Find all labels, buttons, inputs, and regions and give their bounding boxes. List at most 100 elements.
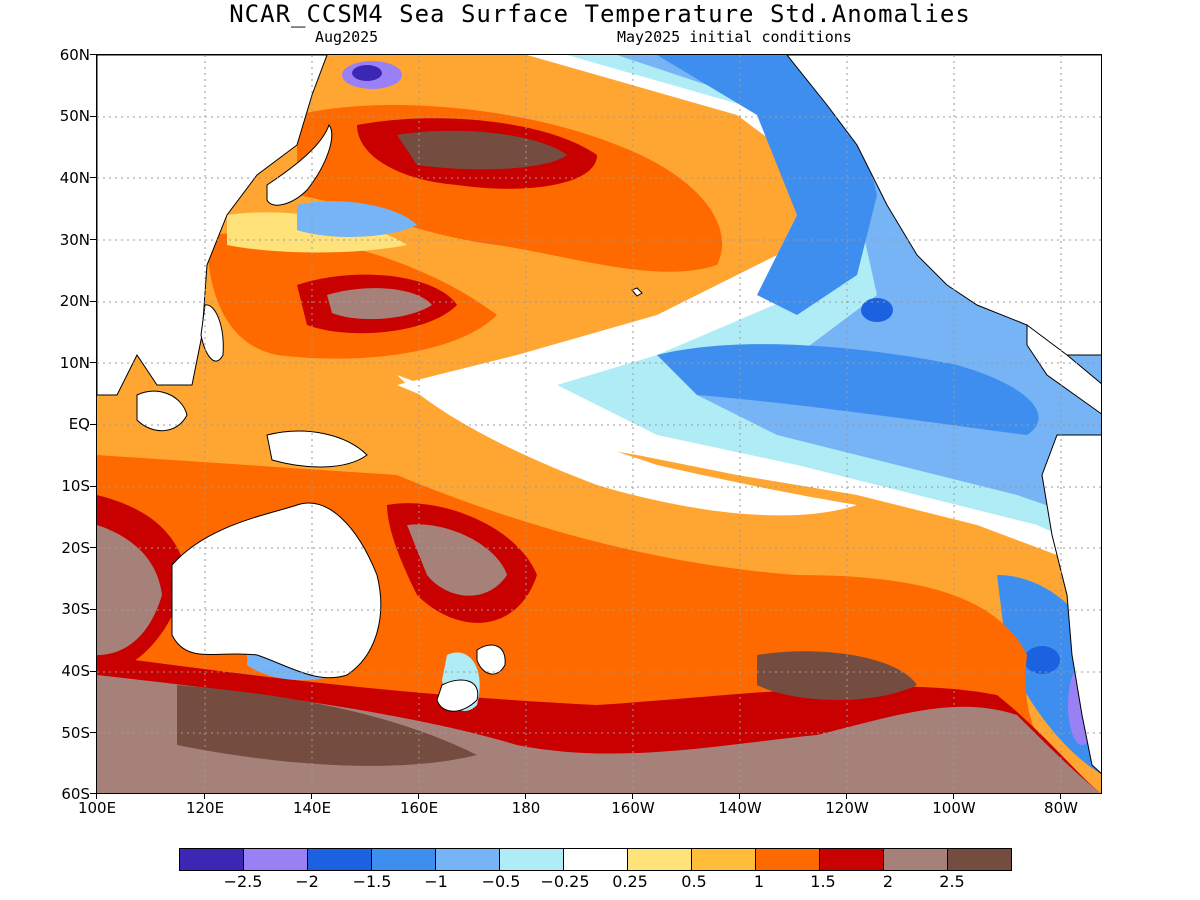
lon-tick xyxy=(739,794,740,799)
lon-tick xyxy=(311,794,312,799)
hottest-spot-south-central xyxy=(757,651,917,700)
colorbar-swatch xyxy=(628,849,692,870)
lat-tick xyxy=(90,177,96,178)
south-america-land xyxy=(1041,434,1101,774)
colorbar-label: −0.25 xyxy=(540,872,590,891)
colorbar-label: −1.5 xyxy=(352,872,392,891)
philippines-land xyxy=(200,304,224,362)
new-guinea-land xyxy=(266,430,368,468)
lon-label-100w: 100W xyxy=(932,799,976,817)
strong-cool-spot-east xyxy=(861,298,893,322)
lat-tick xyxy=(90,547,96,548)
lat-tick xyxy=(90,486,96,487)
asia-land xyxy=(97,55,328,396)
lon-label-180: 180 xyxy=(511,799,541,817)
lat-tick xyxy=(90,54,96,55)
forecast-month: Aug2025 xyxy=(315,28,379,46)
colorbar-swatch xyxy=(372,849,436,870)
borneo-land xyxy=(136,390,188,432)
lon-tick xyxy=(204,794,205,799)
very-warm-north-pacific xyxy=(397,130,567,170)
japan-land xyxy=(266,123,333,206)
lat-tick xyxy=(90,609,96,610)
lon-tick xyxy=(418,794,419,799)
lat-label-30n: 30N xyxy=(59,231,90,249)
lat-label-40n: 40N xyxy=(59,169,90,187)
lon-label-80w: 80W xyxy=(1044,799,1078,817)
australia-land xyxy=(171,502,382,679)
lon-label-120w: 120W xyxy=(825,799,869,817)
new-zealand-north-land xyxy=(476,644,506,675)
hawaii-land xyxy=(631,287,643,297)
very-warm-indian-ocean xyxy=(97,525,162,655)
colorbar-swatch xyxy=(820,849,884,870)
colorbar-label: 0.25 xyxy=(612,872,648,891)
colorbar-label: 1.5 xyxy=(810,872,836,891)
colorbar-swatch xyxy=(884,849,948,870)
coolest-core-north xyxy=(352,65,382,81)
lat-label-20n: 20N xyxy=(59,292,90,310)
anomaly-map-svg xyxy=(97,55,1101,793)
blue-anomaly-equatorial xyxy=(657,344,1039,435)
neutral-equatorial-tongue xyxy=(397,375,857,516)
colorbar-label: 0.5 xyxy=(681,872,707,891)
lat-tick xyxy=(90,239,96,240)
cool-patch-japan xyxy=(297,201,417,237)
anomaly-map xyxy=(96,54,1102,794)
lat-label-60s: 60S xyxy=(61,785,90,803)
hottest-southern-band xyxy=(177,685,477,766)
colorbar-label: −1 xyxy=(424,872,448,891)
lat-label-50n: 50N xyxy=(59,107,90,125)
lon-label-140e: 140E xyxy=(292,799,332,817)
colorbar-swatch xyxy=(500,849,564,870)
lon-tick xyxy=(1060,794,1061,799)
lat-tick xyxy=(90,424,96,425)
lat-tick xyxy=(90,793,96,794)
initial-conditions: May2025 initial conditions xyxy=(617,28,852,46)
new-zealand-south-land xyxy=(436,679,479,712)
colorbar-swatch xyxy=(436,849,500,870)
lon-label-140w: 140W xyxy=(718,799,762,817)
colorbar-swatch xyxy=(308,849,372,870)
colorbar-label: −2.5 xyxy=(223,872,263,891)
lon-tick xyxy=(953,794,954,799)
central-america-land xyxy=(1026,324,1101,415)
colorbar-label: 2.5 xyxy=(939,872,965,891)
very-warm-coral-sea xyxy=(407,524,507,596)
lon-tick xyxy=(96,794,97,799)
land xyxy=(97,55,1101,774)
colorbar-swatch xyxy=(244,849,308,870)
lon-tick xyxy=(525,794,526,799)
lon-tick xyxy=(846,794,847,799)
strong-cool-spot-southeast xyxy=(1024,646,1060,674)
lat-tick xyxy=(90,301,96,302)
lon-tick xyxy=(632,794,633,799)
chart-title: NCAR_CCSM4 Sea Surface Temperature Std.A… xyxy=(229,0,971,28)
colorbar-swatch xyxy=(948,849,1011,870)
lon-label-160e: 160E xyxy=(399,799,439,817)
blue-anomaly xyxy=(657,55,877,315)
lat-tick xyxy=(90,671,96,672)
lon-label-120e: 120E xyxy=(185,799,225,817)
lon-label-160w: 160W xyxy=(611,799,655,817)
colorbar-label: −0.5 xyxy=(481,872,521,891)
lat-label-eq: EQ xyxy=(68,415,90,433)
lat-label-50s: 50S xyxy=(61,724,90,742)
lat-label-30s: 30S xyxy=(61,600,90,618)
very-warm-west-pacific xyxy=(327,288,432,320)
lat-tick xyxy=(90,732,96,733)
lat-tick xyxy=(90,362,96,363)
colorbar-swatch xyxy=(564,849,628,870)
colorbar-label: −2 xyxy=(295,872,319,891)
north-america-land xyxy=(786,55,1101,356)
colorbar-swatch xyxy=(756,849,820,870)
lat-label-40s: 40S xyxy=(61,662,90,680)
lon-label-100e: 100E xyxy=(77,799,117,817)
colorbar-swatch xyxy=(180,849,244,870)
lat-label-10s: 10S xyxy=(61,477,90,495)
lat-label-60n: 60N xyxy=(59,46,90,64)
colorbar-label: 2 xyxy=(882,872,894,891)
lat-label-20s: 20S xyxy=(61,539,90,557)
lat-label-10n: 10N xyxy=(59,354,90,372)
lat-tick xyxy=(90,116,96,117)
